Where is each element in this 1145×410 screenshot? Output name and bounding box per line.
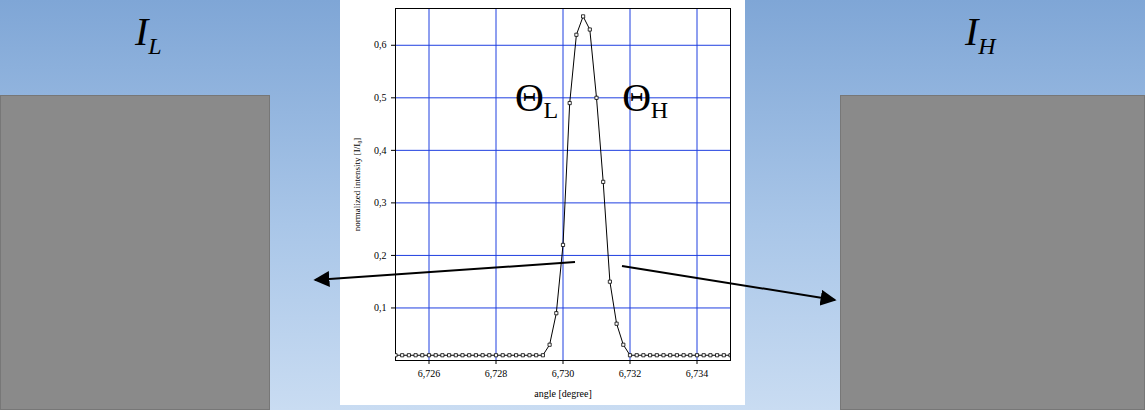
svg-text:0,4: 0,4 bbox=[374, 145, 387, 156]
svg-text:0,3: 0,3 bbox=[374, 197, 387, 208]
svg-text:6,734: 6,734 bbox=[686, 368, 709, 379]
svg-text:6,726: 6,726 bbox=[418, 368, 441, 379]
svg-text:0,5: 0,5 bbox=[374, 92, 387, 103]
svg-text:6,728: 6,728 bbox=[485, 368, 508, 379]
svg-text:angle [degree]: angle [degree] bbox=[534, 388, 591, 399]
svg-text:0,6: 0,6 bbox=[374, 39, 387, 50]
html-text:IH: IH bbox=[965, 9, 996, 59]
svg-text:normalized intensity [I/I₀]: normalized intensity [I/I₀] bbox=[352, 138, 362, 232]
svg-text:6,732: 6,732 bbox=[619, 368, 642, 379]
svg-text:L: L bbox=[544, 96, 559, 122]
svg-text:0,2: 0,2 bbox=[374, 250, 387, 261]
svg-text:Θ: Θ bbox=[622, 75, 651, 120]
svg-text:6,730: 6,730 bbox=[552, 368, 575, 379]
html-text:IL: IL bbox=[135, 9, 162, 59]
svg-text:0,1: 0,1 bbox=[374, 302, 387, 313]
svg-text:H: H bbox=[651, 96, 668, 122]
svg-text:Θ: Θ bbox=[515, 75, 544, 120]
